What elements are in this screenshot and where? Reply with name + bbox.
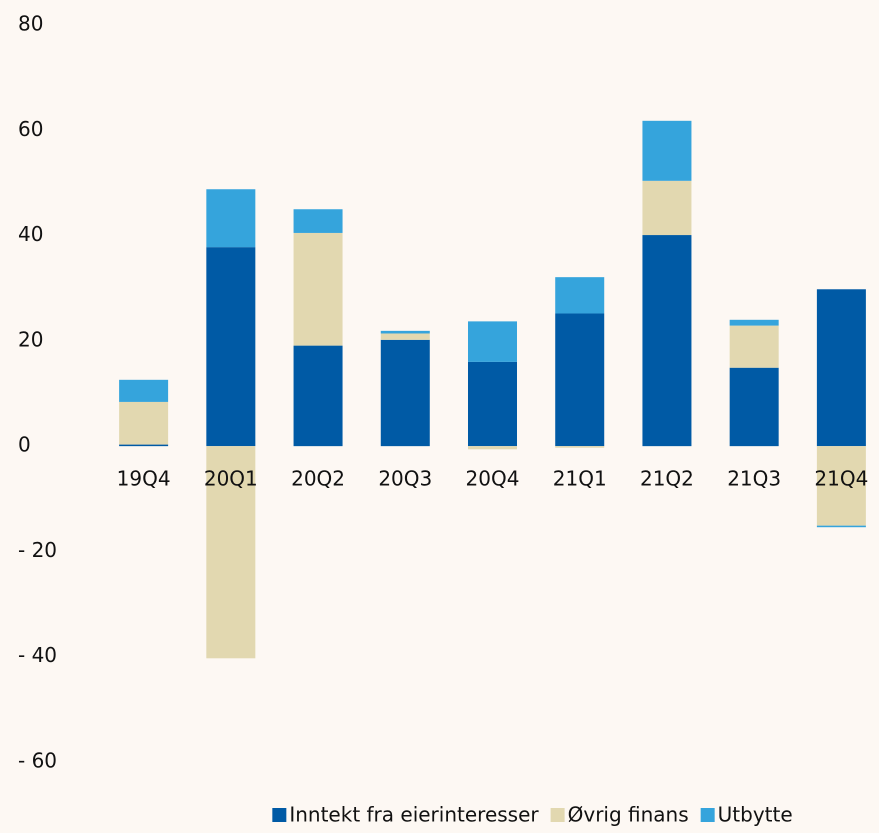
bar-segment: [468, 361, 517, 447]
y-tick-label: - 40: [18, 643, 57, 667]
bar-segment: [380, 339, 430, 447]
x-tick-label: 21Q2: [640, 467, 694, 491]
x-tick-label: 20Q3: [378, 467, 432, 491]
y-tick-label: 20: [18, 327, 43, 351]
legend-label: Øvrig finans: [568, 803, 689, 827]
bar-segment: [468, 321, 517, 362]
x-tick-label: 21Q1: [553, 467, 607, 491]
bar-segment: [380, 330, 430, 334]
legend: Inntekt fra eierinteresser Øvrig finans Ut…: [272, 803, 793, 827]
bar-segment: [729, 319, 779, 326]
y-tick-label: 80: [18, 12, 43, 36]
bar-segment: [119, 379, 169, 402]
bar-segment: [555, 446, 605, 448]
bar-segment: [555, 277, 605, 314]
bar-segment: [729, 325, 779, 368]
bar-segment: [119, 401, 169, 445]
bar-segment: [293, 209, 343, 233]
x-tick-label: 21Q4: [814, 467, 868, 491]
y-tick-label: - 60: [18, 749, 57, 773]
bar-segment: [642, 180, 692, 236]
bar-segment: [119, 444, 169, 447]
x-tick-label: 20Q4: [466, 467, 520, 491]
x-tick-label: 20Q1: [204, 467, 258, 491]
y-tick-label: - 20: [18, 538, 57, 562]
bar-segment: [816, 446, 866, 526]
y-tick-label: 60: [18, 117, 43, 141]
bar-segment: [642, 120, 692, 181]
x-tick-label: 21Q3: [727, 467, 781, 491]
bar-segment: [293, 345, 343, 447]
x-tick-label: 19Q4: [117, 467, 171, 491]
legend-swatch: [700, 808, 715, 822]
bar-segment: [729, 367, 779, 447]
bar-segment: [380, 333, 430, 340]
legend-label: Inntekt fra eierinteresser: [289, 803, 539, 827]
x-tick-label: 20Q2: [291, 467, 345, 491]
bar-segment: [468, 446, 517, 450]
bar-segment: [206, 189, 256, 248]
legend-swatch: [272, 808, 287, 822]
legend-swatch: [550, 808, 565, 822]
bar-segment: [555, 313, 605, 447]
bar-segment: [293, 232, 343, 346]
y-tick-label: 0: [18, 433, 31, 457]
legend-label: Utbytte: [718, 803, 793, 827]
bar-segment: [642, 235, 692, 447]
bar-segment: [816, 289, 866, 447]
bar-segment: [816, 525, 866, 528]
bar-segment: [206, 446, 256, 659]
y-tick-label: 40: [18, 222, 43, 246]
bar-segment: [206, 247, 256, 447]
